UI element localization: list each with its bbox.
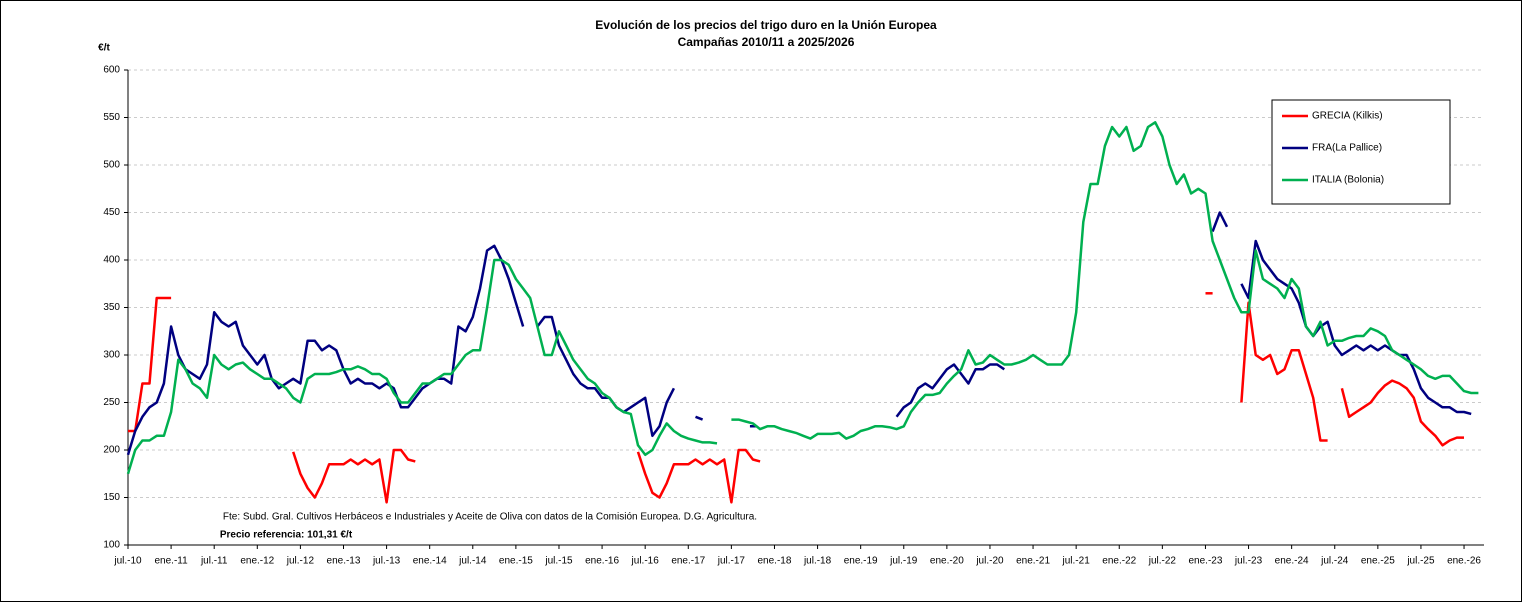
series-line	[292, 448, 416, 504]
series-line	[1240, 301, 1328, 442]
x-tick-label: jul.-17	[717, 556, 746, 567]
chart-subtitle: Campañas 2010/11 a 2025/2026	[678, 35, 855, 49]
x-tick-label: jul.-23	[1234, 556, 1263, 567]
x-tick-label: ene.-17	[671, 556, 705, 567]
y-tick-label: 300	[103, 350, 120, 361]
x-tick-label: ene.-20	[930, 556, 964, 567]
x-tick-label: ene.-11	[155, 556, 189, 567]
x-tick-label: jul.-18	[803, 556, 832, 567]
x-tick-label: jul.-21	[1062, 556, 1091, 567]
y-tick-label: 100	[103, 540, 120, 551]
y-tick-label: 500	[103, 160, 120, 171]
x-tick-label: jul.-24	[1320, 556, 1349, 567]
x-tick-label: ene.-14	[413, 556, 447, 567]
x-tick-label: jul.-12	[286, 556, 315, 567]
series-line	[126, 258, 718, 475]
x-tick-label: jul.-16	[631, 556, 660, 567]
legend-label: ITALIA (Bolonia)	[1312, 175, 1384, 186]
y-tick-label: 600	[103, 65, 120, 76]
legend-label: FRA(La Pallice)	[1312, 143, 1382, 154]
x-tick-label: ene.-23	[1188, 556, 1222, 567]
series-line	[1211, 211, 1229, 232]
y-tick-label: 450	[103, 207, 120, 218]
y-tick-label: 350	[103, 302, 120, 313]
x-tick-label: jul.-13	[372, 556, 401, 567]
y-axis-label: €/t	[98, 43, 110, 54]
y-tick-label: 400	[103, 255, 120, 266]
x-tick-label: jul.-25	[1406, 556, 1435, 567]
series-line	[636, 448, 761, 504]
series-line	[1340, 379, 1464, 447]
x-tick-label: jul.-10	[113, 556, 142, 567]
reference-price: Precio referencia: 101,31 €/t	[220, 530, 353, 541]
y-tick-label: 200	[103, 445, 120, 456]
series-line	[895, 363, 1005, 418]
x-tick-label: ene.-25	[1361, 556, 1395, 567]
y-tick-label: 250	[103, 397, 120, 408]
x-tick-label: ene.-15	[499, 556, 533, 567]
source-note: Fte: Subd. Gral. Cultivos Herbáceos e In…	[223, 512, 757, 523]
series-line	[1240, 239, 1472, 416]
y-tick-label: 550	[103, 112, 120, 123]
x-tick-label: jul.-20	[975, 556, 1004, 567]
x-tick-label: ene.-24	[1275, 556, 1309, 567]
series-line	[536, 315, 676, 438]
x-tick-label: ene.-16	[585, 556, 619, 567]
x-tick-label: jul.-14	[458, 556, 487, 567]
x-tick-label: ene.-22	[1102, 556, 1136, 567]
x-tick-label: jul.-19	[889, 556, 918, 567]
x-tick-label: ene.-19	[844, 556, 878, 567]
x-tick-label: ene.-21	[1016, 556, 1050, 567]
x-tick-label: ene.-12	[240, 556, 274, 567]
legend-label: GRECIA (Kilkis)	[1312, 111, 1383, 122]
series-line	[695, 415, 704, 421]
series-line	[126, 244, 525, 456]
x-tick-label: ene.-26	[1447, 556, 1481, 567]
chart-title: Evolución de los precios del trigo duro …	[595, 18, 937, 32]
x-tick-label: jul.-22	[1148, 556, 1177, 567]
y-tick-label: 150	[103, 492, 120, 503]
x-tick-label: ene.-13	[327, 556, 361, 567]
x-tick-label: jul.-11	[200, 556, 228, 567]
x-tick-label: jul.-15	[544, 556, 573, 567]
x-tick-label: ene.-18	[758, 556, 792, 567]
series-line	[731, 121, 1479, 440]
legend: GRECIA (Kilkis) FRA(La Pallice) ITALIA (Bo…	[1271, 99, 1451, 205]
legend-box	[1271, 99, 1451, 205]
